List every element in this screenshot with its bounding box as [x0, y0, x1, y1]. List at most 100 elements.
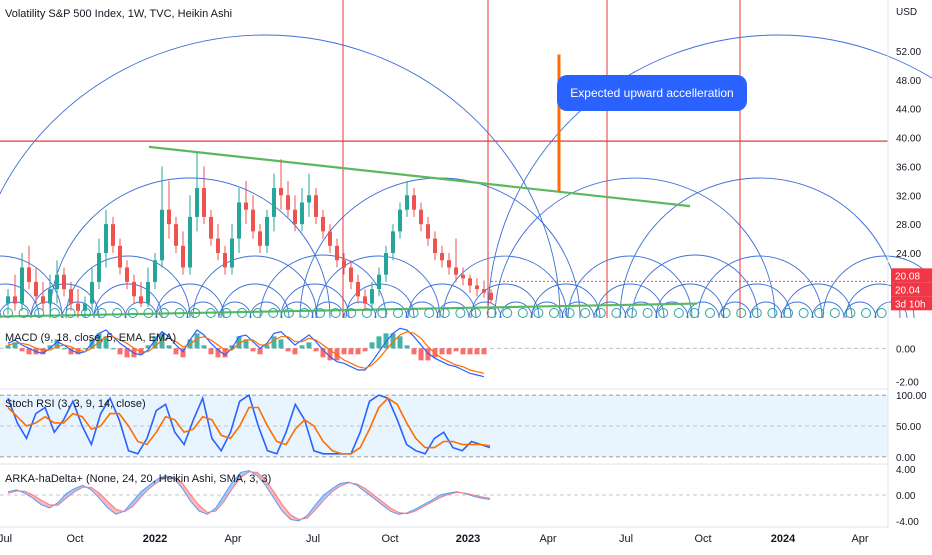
- cycle-marker: [221, 308, 232, 318]
- ha-delta-line: [7, 469, 491, 522]
- cycle-marker: [455, 308, 466, 318]
- ha-delta-fill: [265, 480, 274, 499]
- ha-delta-fill: [373, 495, 382, 505]
- cycle-marker: [143, 308, 154, 318]
- candle-body: [83, 303, 87, 311]
- candle-body: [118, 245, 122, 268]
- major-cycle-arc: [487, 34, 932, 319]
- cycle-marker: [424, 308, 435, 318]
- macd-histogram-bar: [243, 339, 249, 349]
- candle-body: [146, 281, 150, 304]
- macd-histogram-bar: [96, 333, 102, 349]
- candle-body: [468, 278, 472, 286]
- time-axis[interactable]: Jul Oct 2022 Apr Jul Oct 2023 Apr Jul Oct 2024 Apr: [0, 0, 889, 545]
- candle-body: [125, 267, 129, 282]
- cycle-marker: [159, 308, 169, 318]
- macd-histogram-bar: [460, 348, 466, 355]
- macd-tick-label: 0.00: [896, 344, 916, 355]
- candle-body: [363, 296, 367, 304]
- macd-histogram-bar: [369, 342, 375, 349]
- large-cycle-arc: [0, 255, 63, 319]
- candle-body: [223, 253, 227, 268]
- stoch-legend: Stoch RSI (3, 3, 9, 14, close): [5, 398, 146, 410]
- macd-histogram-bar: [348, 348, 354, 355]
- mid-cycle-arc: [494, 177, 776, 319]
- large-cycle-arc: [697, 255, 823, 319]
- cycle-marker: [549, 308, 559, 318]
- candle-body: [188, 216, 192, 268]
- macd-histogram-bar: [82, 348, 88, 350]
- price-label-box: [891, 296, 932, 311]
- ha-tick-label: 0.00: [896, 491, 916, 502]
- mid-cycle-arc: [49, 177, 331, 319]
- cycle-marker: [471, 308, 481, 318]
- small-cycle-arc: [343, 301, 377, 319]
- candle-body: [321, 216, 325, 232]
- candle-body: [377, 274, 381, 290]
- macd-histogram-bar: [201, 345, 207, 349]
- candle-body: [426, 224, 430, 239]
- medium-cycle-arc: [722, 283, 792, 319]
- time-tick-label: Apr: [224, 533, 241, 545]
- macd-histogram-bar: [61, 348, 67, 350]
- candle-body: [286, 195, 290, 210]
- ha-delta-fill: [140, 485, 150, 497]
- cycle-marker: [112, 308, 123, 318]
- ha-delta-fill: [132, 491, 141, 507]
- macd-histogram-bar: [236, 336, 242, 349]
- candle-body: [97, 253, 101, 282]
- trendlines: [0, 145, 698, 318]
- candle-body: [216, 238, 220, 254]
- candle-body: [69, 289, 73, 304]
- macd-histogram-bar: [250, 348, 256, 352]
- time-tick-label: Oct: [66, 533, 83, 545]
- macd-histogram-bar: [376, 336, 382, 349]
- candle-body: [300, 202, 304, 225]
- candle-body: [265, 216, 269, 246]
- small-cycle-arc: [655, 301, 689, 319]
- candle-body: [482, 289, 486, 293]
- cycle-marker: [299, 308, 310, 318]
- macd-histogram-bar: [362, 348, 368, 352]
- macd-histogram-bar: [299, 345, 305, 349]
- macd-histogram-bar: [110, 348, 116, 350]
- candle-body: [76, 303, 80, 311]
- macd-tick-label: -2.00: [896, 378, 919, 389]
- cycle-marker: [783, 308, 793, 318]
- candle-body: [153, 260, 157, 282]
- callout[interactable]: Expected upward accelleration: [557, 75, 747, 111]
- macd-histogram-bar: [257, 348, 263, 355]
- candle-body: [6, 296, 10, 304]
- cycle-marker: [611, 308, 622, 318]
- trendline-upper: [148, 145, 691, 208]
- cycle-marker: [315, 308, 325, 318]
- medium-cycle-arc: [280, 283, 350, 319]
- ha-tick-label: -4.00: [896, 517, 919, 528]
- cycle-marker: [689, 308, 700, 318]
- price-axis[interactable]: 52.00 48.00 44.00 40.00 36.00 32.00 28.00 24.00…: [891, 47, 932, 311]
- macd-histogram-bar: [313, 348, 319, 352]
- callout-box[interactable]: [557, 75, 747, 111]
- cycle-marker: [49, 308, 60, 318]
- stoch-tick-label: 100.00: [896, 391, 927, 402]
- macd-histogram-bar: [124, 348, 130, 358]
- candle-body: [356, 281, 360, 297]
- cycle-marker: [627, 308, 637, 318]
- cycle-marker: [580, 308, 591, 318]
- macd-histogram-bar: [285, 348, 291, 352]
- candle-body: [258, 231, 262, 246]
- small-cycle-arc: [624, 301, 658, 319]
- medium-cycle-arc: [407, 283, 477, 319]
- cycle-marker: [736, 308, 747, 318]
- candle-body: [328, 231, 332, 246]
- macd-histogram-bar: [404, 345, 410, 349]
- macd-histogram-bar: [467, 348, 473, 355]
- cycle-marker: [393, 308, 403, 318]
- macd-histogram-bar: [215, 348, 221, 358]
- candle-body: [111, 224, 115, 246]
- candle-body: [27, 267, 31, 282]
- ha-delta-fill: [315, 495, 324, 510]
- macd-histogram-bar: [103, 336, 109, 349]
- candle-body: [13, 296, 17, 304]
- cycle-marker: [268, 308, 279, 318]
